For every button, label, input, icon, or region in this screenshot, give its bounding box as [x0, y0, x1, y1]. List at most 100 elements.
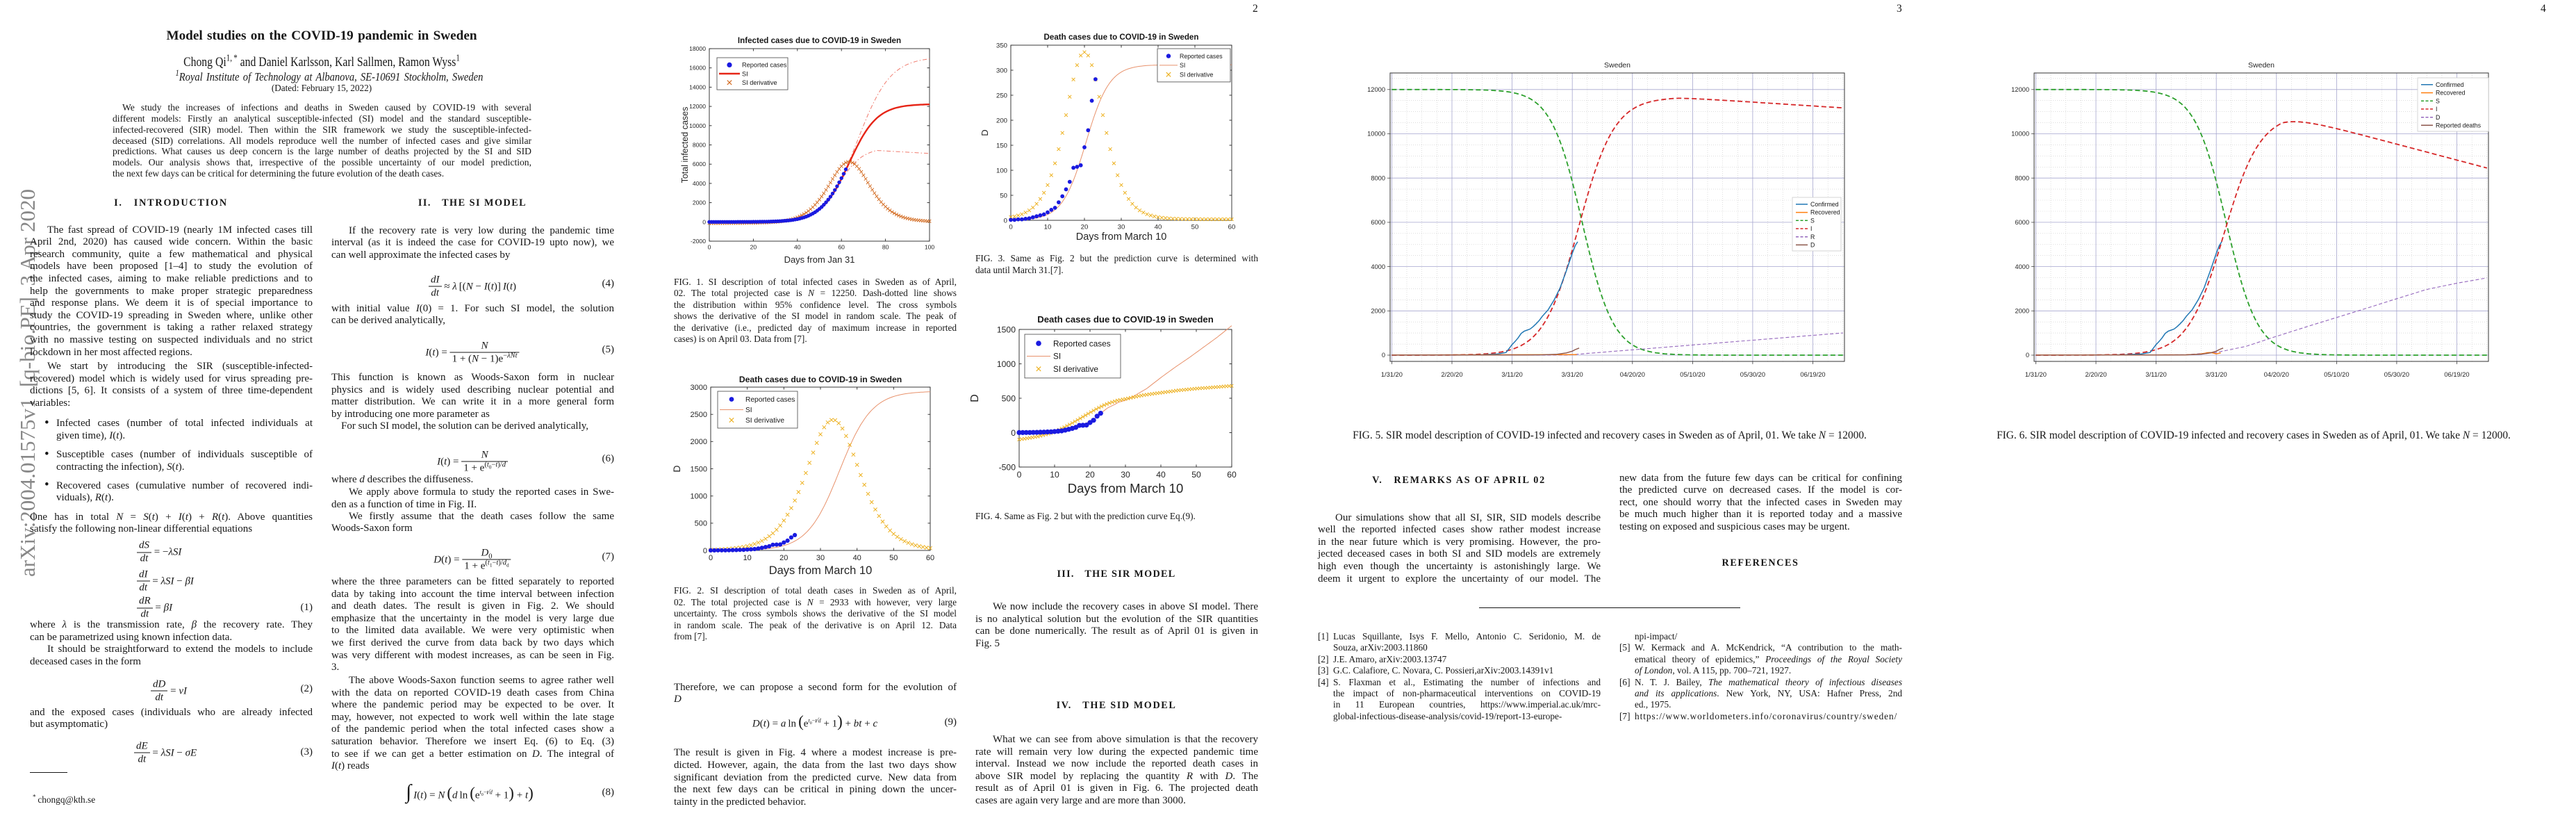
svg-text:S: S: [2436, 97, 2440, 104]
svg-text:12000: 12000: [1367, 86, 1385, 93]
svg-text:I: I: [2436, 106, 2437, 113]
svg-text:60: 60: [926, 554, 934, 562]
svg-text:SI derivative: SI derivative: [1053, 364, 1098, 374]
svg-text:S: S: [1810, 217, 1815, 224]
svg-text:8000: 8000: [693, 142, 706, 149]
svg-text:14000: 14000: [689, 83, 706, 90]
svg-text:20: 20: [750, 244, 757, 251]
svg-text:300: 300: [996, 67, 1007, 74]
svg-text:Sweden: Sweden: [1604, 61, 1630, 70]
svg-text:05/10/20: 05/10/20: [1680, 371, 1705, 378]
svg-text:2/20/20: 2/20/20: [1441, 371, 1462, 378]
svg-text:04/20/20: 04/20/20: [2264, 371, 2289, 378]
svg-text:Infected cases due to COVID-19: Infected cases due to COVID-19 in Sweden: [738, 36, 901, 45]
svg-text:1500: 1500: [691, 465, 707, 473]
svg-text:SI: SI: [1180, 62, 1185, 69]
svg-text:0: 0: [1017, 470, 1022, 480]
svg-text:1/31/20: 1/31/20: [2025, 371, 2047, 378]
svg-text:80: 80: [882, 244, 889, 251]
svg-text:30: 30: [1121, 470, 1130, 480]
svg-text:12000: 12000: [689, 103, 706, 110]
svg-text:SI: SI: [745, 407, 752, 414]
svg-text:20: 20: [779, 554, 788, 562]
svg-text:50: 50: [889, 554, 898, 562]
svg-text:Death cases due to COVID-19 in: Death cases due to COVID-19 in Sweden: [1044, 33, 1199, 42]
svg-text:Reported deaths: Reported deaths: [2436, 122, 2482, 129]
svg-text:50: 50: [1191, 470, 1201, 480]
svg-text:Death cases due to COVID-19 in: Death cases due to COVID-19 in Sweden: [1037, 314, 1214, 325]
svg-text:10: 10: [1044, 224, 1052, 231]
svg-text:Death cases due to COVID-19 in: Death cases due to COVID-19 in Sweden: [739, 375, 902, 384]
svg-text:Days from Jan 31: Days from Jan 31: [784, 254, 855, 265]
svg-text:8000: 8000: [2015, 174, 2029, 181]
svg-text:Sweden: Sweden: [2248, 61, 2274, 70]
svg-text:2000: 2000: [1371, 308, 1385, 315]
svg-text:-500: -500: [999, 462, 1016, 472]
svg-text:50: 50: [1191, 224, 1199, 231]
svg-text:20: 20: [1085, 470, 1095, 480]
svg-text:60: 60: [1227, 470, 1237, 480]
svg-text:18000: 18000: [689, 45, 706, 52]
svg-text:2/20/20: 2/20/20: [2085, 371, 2106, 378]
svg-text:D: D: [969, 394, 981, 402]
svg-text:4000: 4000: [2015, 263, 2029, 270]
svg-text:SI derivative: SI derivative: [745, 417, 784, 425]
svg-text:16000: 16000: [689, 65, 706, 72]
svg-text:150: 150: [996, 142, 1007, 149]
svg-text:100: 100: [925, 244, 935, 251]
svg-text:D: D: [671, 465, 682, 472]
svg-text:Reported cases: Reported cases: [1180, 53, 1223, 60]
svg-text:3/31/20: 3/31/20: [2206, 371, 2227, 378]
svg-text:10: 10: [743, 554, 752, 562]
svg-text:500: 500: [695, 520, 707, 528]
svg-text:SI derivative: SI derivative: [742, 79, 777, 86]
svg-text:Days from March 10: Days from March 10: [1076, 231, 1167, 243]
svg-text:Days from March 10: Days from March 10: [769, 564, 873, 577]
svg-text:200: 200: [996, 117, 1007, 124]
svg-text:8000: 8000: [1371, 174, 1385, 181]
svg-text:05/30/20: 05/30/20: [2384, 371, 2409, 378]
svg-text:6000: 6000: [1371, 219, 1385, 226]
svg-text:250: 250: [996, 92, 1007, 99]
svg-text:10000: 10000: [689, 122, 706, 129]
svg-text:60: 60: [1228, 224, 1236, 231]
svg-text:0: 0: [702, 218, 706, 225]
svg-text:06/19/20: 06/19/20: [1800, 371, 1825, 378]
svg-text:30: 30: [1118, 224, 1125, 231]
svg-text:SI: SI: [742, 70, 748, 77]
svg-text:3/11/20: 3/11/20: [1501, 371, 1522, 378]
svg-text:2000: 2000: [691, 438, 707, 446]
svg-text:0: 0: [1382, 352, 1385, 359]
svg-text:04/20/20: 04/20/20: [1620, 371, 1645, 378]
svg-text:4000: 4000: [1371, 263, 1385, 270]
svg-text:Confirmed: Confirmed: [1810, 201, 1839, 208]
svg-text:100: 100: [996, 167, 1007, 174]
svg-text:10000: 10000: [2011, 131, 2029, 138]
svg-text:50: 50: [1000, 192, 1007, 199]
svg-text:D: D: [980, 129, 990, 136]
svg-text:Confirmed: Confirmed: [2436, 81, 2464, 88]
svg-text:Reported cases: Reported cases: [745, 396, 795, 404]
svg-text:3/11/20: 3/11/20: [2145, 371, 2166, 378]
svg-text:05/30/20: 05/30/20: [1740, 371, 1765, 378]
svg-text:2500: 2500: [691, 411, 707, 419]
svg-text:0: 0: [703, 547, 707, 555]
svg-text:SI derivative: SI derivative: [1180, 71, 1214, 78]
svg-text:3000: 3000: [691, 384, 707, 392]
svg-text:0: 0: [1004, 217, 1007, 224]
svg-text:0: 0: [1011, 428, 1016, 438]
svg-text:1000: 1000: [997, 359, 1016, 369]
svg-text:2000: 2000: [693, 199, 706, 206]
svg-text:SI: SI: [1053, 352, 1061, 361]
svg-text:Recovered: Recovered: [1810, 209, 1840, 216]
svg-text:6000: 6000: [2015, 219, 2029, 226]
svg-text:40: 40: [1155, 224, 1162, 231]
svg-text:60: 60: [838, 244, 845, 251]
svg-text:R: R: [1810, 234, 1815, 240]
svg-text:40: 40: [853, 554, 861, 562]
svg-text:1500: 1500: [997, 325, 1016, 334]
svg-text:D: D: [1810, 242, 1815, 249]
svg-text:350: 350: [996, 42, 1007, 49]
svg-text:0: 0: [2026, 352, 2029, 359]
svg-text:D: D: [2436, 114, 2440, 121]
